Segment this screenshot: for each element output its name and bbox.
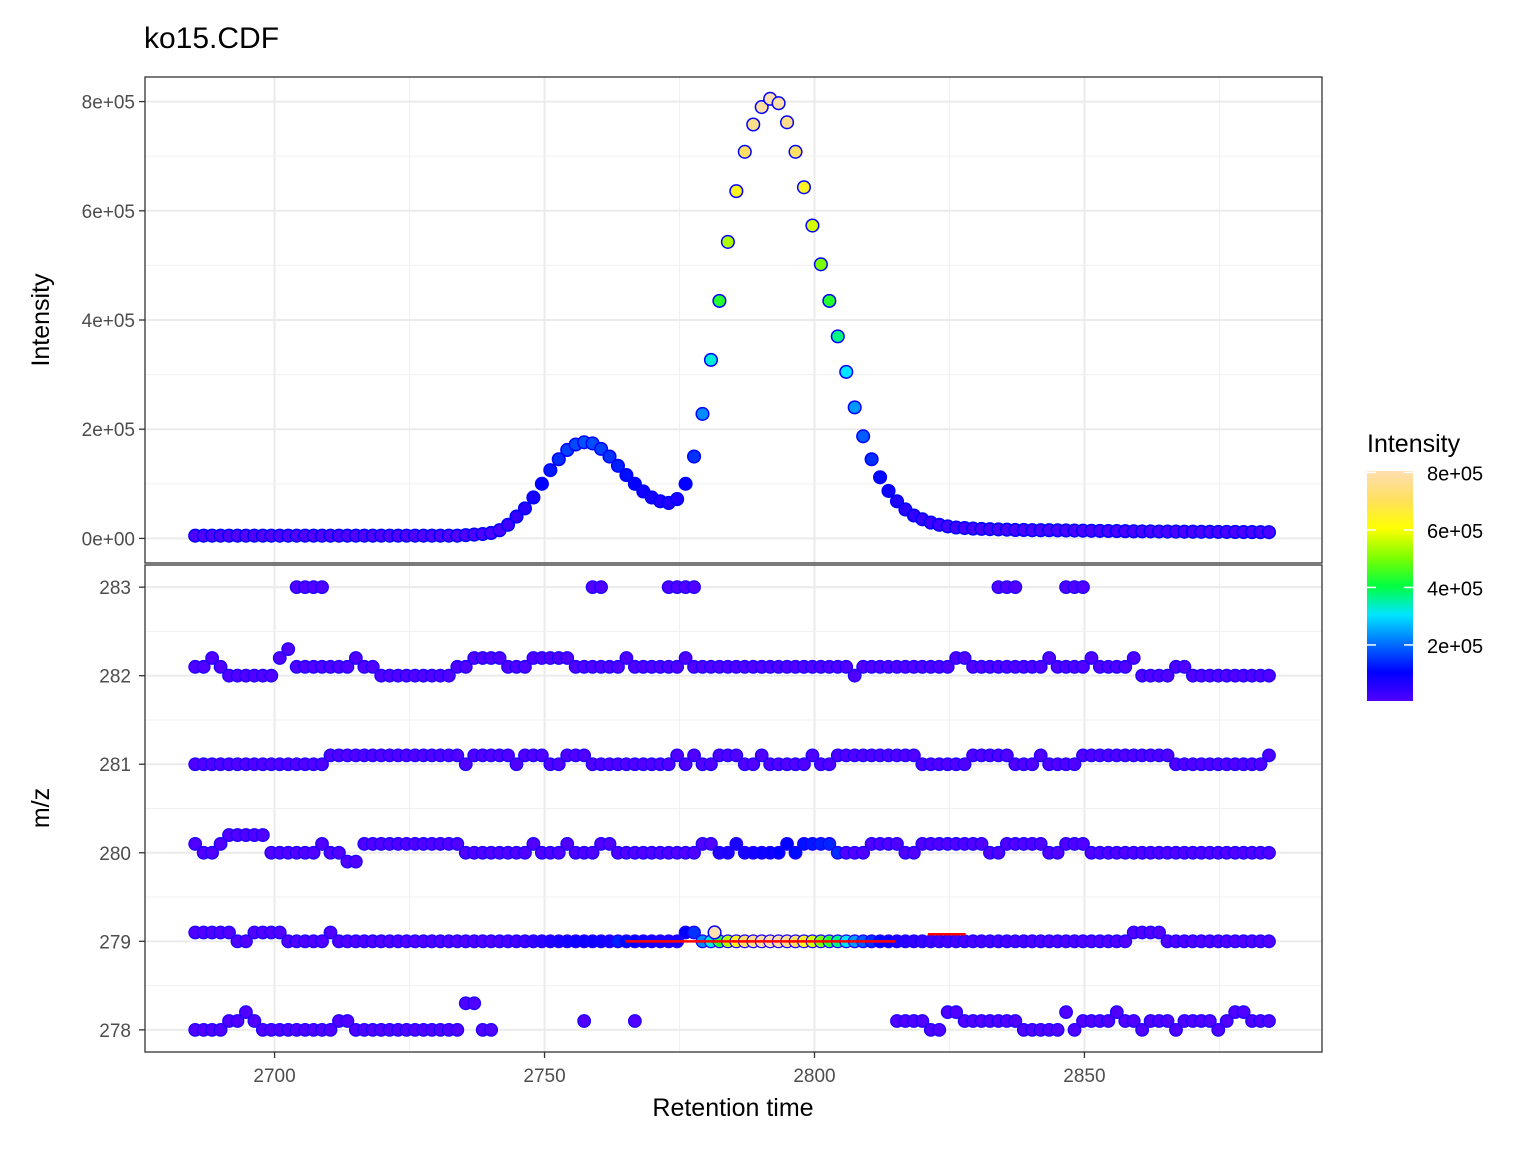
y-tick-label: 281 — [99, 755, 131, 776]
x-tick-label: 2800 — [793, 1066, 835, 1087]
y-axis-label-intensity: Intensity — [27, 273, 55, 367]
legend-tick-label: 8e+05 — [1427, 463, 1483, 485]
x-axis: 2700 2750 2800 2850 — [253, 1052, 1106, 1087]
x-tick-label: 2850 — [1063, 1066, 1105, 1087]
y-axis-label-mz: m/z — [27, 788, 55, 828]
y-tick-label: 282 — [99, 667, 131, 688]
color-legend: Intensity 8e+05 6e+05 4e+05 2e+05 — [1367, 430, 1483, 701]
y-tick-label: 280 — [99, 844, 131, 865]
x-axis-label: Retention time — [652, 1094, 813, 1122]
mz-points — [188, 580, 1276, 1037]
y-tick-label: 0e+00 — [82, 529, 135, 550]
legend-tick-label: 4e+05 — [1427, 578, 1483, 600]
highlight-lines — [625, 932, 966, 943]
top-panel: 0e+00 2e+05 4e+05 6e+05 8e+05 Intensity — [27, 76, 1323, 564]
y-tick-label: 278 — [99, 1021, 131, 1042]
y-tick-label: 283 — [99, 578, 131, 599]
legend-tick-label: 2e+05 — [1427, 636, 1483, 658]
x-tick-label: 2700 — [253, 1066, 295, 1087]
top-y-axis: 0e+00 2e+05 4e+05 6e+05 8e+05 — [82, 93, 145, 550]
y-tick-label: 6e+05 — [82, 202, 135, 223]
intensity-points — [188, 91, 1277, 543]
y-tick-label: 279 — [99, 932, 131, 953]
legend-title: Intensity — [1367, 430, 1461, 458]
chart-title: ko15.CDF — [144, 22, 280, 55]
y-tick-label: 2e+05 — [82, 420, 135, 441]
bottom-y-axis: 278 279 280 281 282 283 — [99, 578, 145, 1042]
x-tick-label: 2750 — [523, 1066, 565, 1087]
y-tick-label: 8e+05 — [82, 93, 135, 114]
y-tick-label: 4e+05 — [82, 311, 135, 332]
legend-tick-label: 6e+05 — [1427, 521, 1483, 543]
